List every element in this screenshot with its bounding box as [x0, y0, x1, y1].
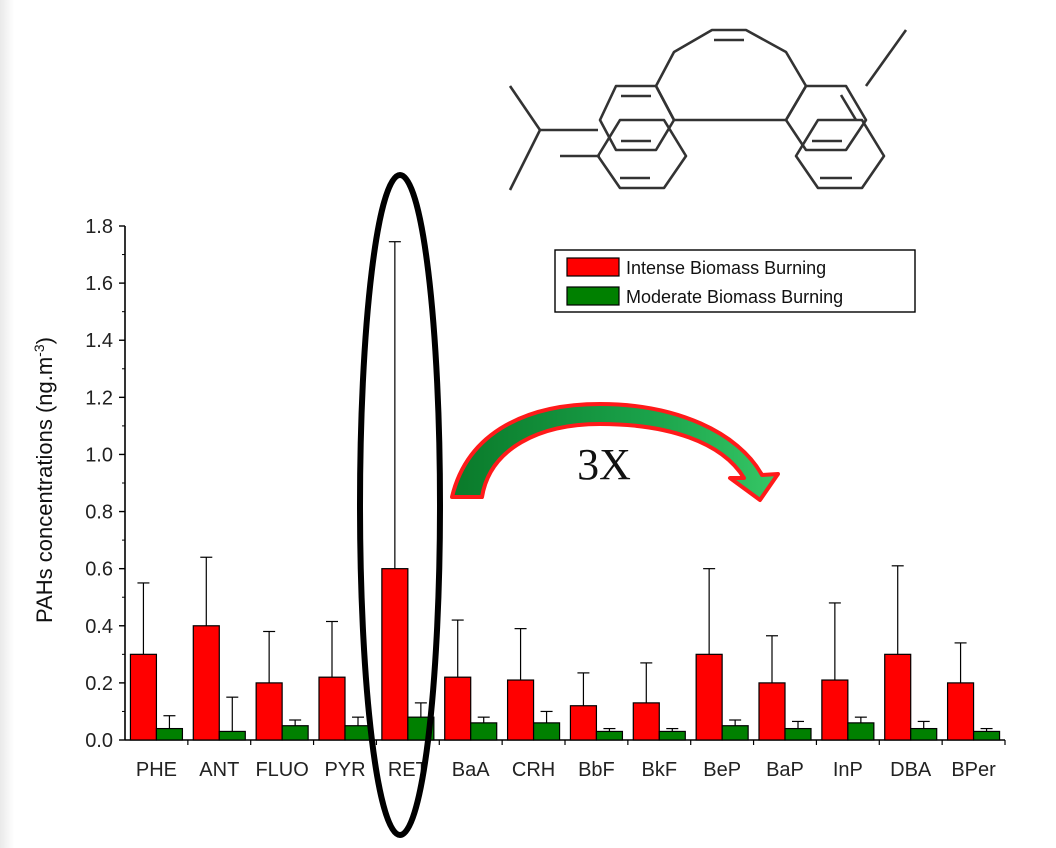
y-axis-label-suffix: ): [32, 337, 57, 344]
molecule-structure-image: [508, 28, 908, 191]
curved-arrow-annotation: [450, 402, 780, 502]
bar-moderate-phe: [155, 727, 184, 741]
bar-moderate-inp: [847, 722, 875, 741]
x-tick-label-dba: DBA: [890, 759, 932, 781]
y-tick-label: 1.8: [85, 216, 113, 238]
bar-moderate-dba: [910, 727, 938, 741]
bar-moderate-baa: [470, 722, 498, 741]
bar-intense-fluo: [255, 682, 283, 741]
bar-moderate-pyr: [344, 725, 372, 741]
x-tick-label-bkf: BkF: [642, 759, 678, 781]
y-tick-label: 1.2: [85, 387, 113, 409]
bar-moderate-ant: [218, 730, 246, 741]
bar-intense-ret: [381, 568, 409, 741]
x-tick-label-bep: BeP: [703, 759, 741, 781]
bar-moderate-crh: [532, 722, 561, 741]
bar-intense-dba: [884, 653, 912, 741]
x-tick-label-bap: BaP: [766, 759, 804, 781]
bars-group: [129, 568, 1001, 741]
x-tick-label-pyr: PYR: [324, 759, 365, 781]
x-tick-label-phe: PHE: [136, 759, 177, 781]
y-axis-label-main: PAHs concentrations (ng.m: [32, 357, 57, 623]
bar-intense-bep: [695, 653, 723, 741]
y-tick-label: 0.8: [85, 502, 113, 524]
y-axis-label: PAHs concentrations (ng.m-3): [31, 337, 57, 623]
bar-intense-crh: [506, 679, 535, 741]
bar-intense-bap: [758, 682, 786, 741]
annotation-3x: 3X: [577, 440, 631, 489]
x-tick-label-crh: CRH: [512, 759, 555, 781]
x-axis: PHE ANT FLUO PYR RET BaA CRH BbF BkF BeP BaP InP DBA…: [125, 739, 1006, 781]
y-tick-label: 1.0: [85, 444, 113, 466]
bar-intense-bper: [946, 682, 975, 741]
x-tick-label-ret: RET: [388, 759, 428, 781]
bar-moderate-bap: [784, 727, 812, 741]
x-tick-label-ant: ANT: [199, 759, 239, 781]
bar-moderate-bbf: [595, 730, 624, 741]
x-tick-label-bbf: BbF: [578, 759, 615, 781]
bar-intense-baa: [444, 676, 472, 741]
bar-intense-inp: [821, 679, 849, 741]
y-axis-label-superscript: -3: [31, 344, 47, 357]
x-tick-label-inp: InP: [833, 759, 863, 781]
y-tick-label: 0.0: [85, 730, 113, 752]
legend-label-moderate: Moderate Biomass Burning: [626, 287, 843, 307]
legend-swatch-moderate: [566, 286, 620, 306]
bar-moderate-bkf: [658, 730, 686, 741]
y-tick-label: 1.4: [85, 330, 113, 352]
y-tick-label: 0.6: [85, 559, 113, 581]
y-tick-label: 0.4: [85, 616, 113, 638]
bar-moderate-bep: [721, 725, 749, 741]
y-axis: 0.0 0.2 0.4 0.6 0.8 1.0 1.2 1.4 1.6 1.8: [85, 216, 126, 752]
bar-intense-bkf: [632, 702, 660, 741]
error-bars-group: [137, 241, 993, 732]
y-tick-label: 1.6: [85, 273, 113, 295]
highlight-ellipse-ret: [357, 172, 443, 838]
bar-intense-bbf: [569, 705, 598, 741]
y-tick-label: 0.2: [85, 673, 113, 695]
bar-intense-pyr: [318, 676, 346, 741]
legend-label-intense: Intense Biomass Burning: [626, 258, 826, 278]
x-tick-label-fluo: FLUO: [255, 759, 308, 781]
x-tick-label-baa: BaA: [452, 759, 490, 781]
page-edge-shadow: [0, 0, 14, 848]
x-tick-label-bper: BPer: [951, 759, 996, 781]
bar-intense-phe: [129, 653, 158, 741]
bar-intense-ant: [192, 625, 220, 741]
legend-swatch-intense: [566, 257, 620, 277]
bar-moderate-bper: [972, 730, 1001, 741]
bar-moderate-fluo: [281, 725, 309, 741]
legend: Intense Biomass Burning Moderate Biomass…: [554, 249, 916, 313]
